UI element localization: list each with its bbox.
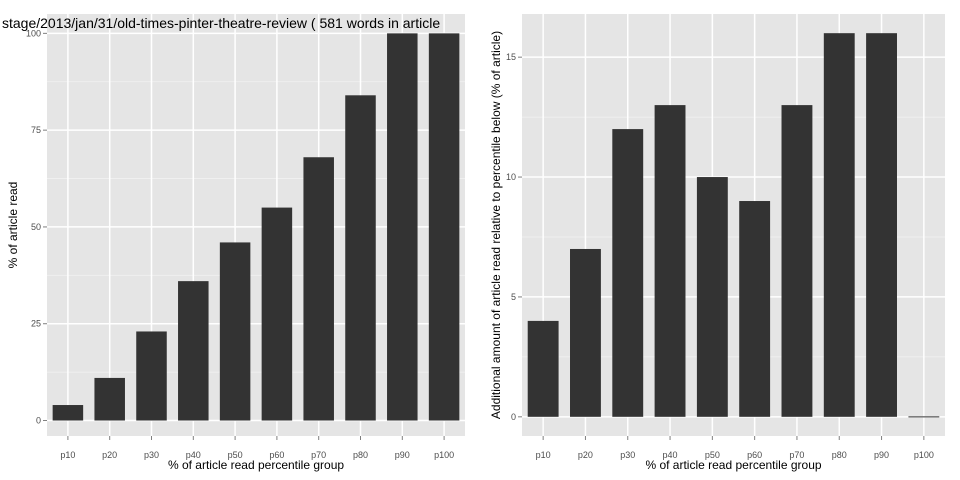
bar-p60: [739, 201, 771, 417]
x-tick-label: p90: [874, 450, 889, 460]
x-tick-label: p80: [353, 450, 368, 460]
bar-p30: [612, 129, 644, 417]
bar-p30: [136, 331, 167, 421]
x-tick-label: p30: [620, 450, 635, 460]
y-tick-label: 5: [511, 292, 516, 302]
x-tick-label: p40: [663, 450, 678, 460]
x-tick-label: p60: [747, 450, 762, 460]
bar-p100: [428, 33, 460, 421]
chart-additional-read: 0 5 10 15 p10 p20 p30 p40 p50 p60 p70 p80 p90 p100 %…: [489, 14, 945, 472]
x-tick-label: p20: [578, 450, 593, 460]
x-tick-label: p50: [228, 450, 243, 460]
x-tick-label: p40: [186, 450, 201, 460]
x-tick-label: p90: [395, 450, 410, 460]
x-tick-label: p100: [914, 450, 934, 460]
x-tick-label: p10: [536, 450, 551, 460]
bar-p70: [781, 105, 813, 417]
x-tick-label: p70: [311, 450, 326, 460]
y-axis-title: Additional amount of article read relati…: [489, 31, 503, 419]
bar-p80: [823, 33, 855, 417]
bar-p70: [303, 157, 334, 421]
y-tick-label: 75: [31, 125, 41, 135]
x-axis-title: % of article read percentile group: [168, 458, 344, 472]
y-tick-label: 100: [26, 28, 41, 38]
bar-p50: [696, 177, 728, 417]
bar-p40: [178, 281, 209, 421]
y-axis-ticks: 0 25 50 75 100: [26, 28, 47, 426]
x-tick-label: p70: [789, 450, 804, 460]
chart-title: stage/2013/jan/31/old-times-pinter-theat…: [2, 15, 440, 31]
y-axis-title: % of article read: [6, 182, 20, 269]
bar-p60: [261, 207, 293, 421]
bar-p40: [654, 105, 686, 417]
x-axis-title: % of article read percentile group: [645, 458, 821, 472]
y-tick-label: 15: [506, 52, 516, 62]
x-tick-label: p30: [144, 450, 159, 460]
x-axis-ticks: p10 p20 p30 p40 p50 p60 p70 p80 p90 p100: [536, 436, 934, 460]
x-tick-label: p50: [705, 450, 720, 460]
x-tick-label: p80: [832, 450, 847, 460]
bar-p10: [52, 405, 84, 421]
x-tick-label: p60: [269, 450, 284, 460]
x-tick-label: p100: [434, 450, 454, 460]
y-tick-label: 10: [506, 172, 516, 182]
x-tick-label: p10: [60, 450, 75, 460]
bar-p50: [219, 242, 251, 421]
bars: [527, 33, 940, 418]
bar-p20: [570, 248, 601, 417]
y-tick-label: 50: [31, 222, 41, 232]
bar-p10: [527, 320, 559, 417]
bar-p80: [345, 95, 376, 421]
y-tick-label: 0: [36, 416, 41, 426]
bar-p20: [94, 377, 125, 421]
x-tick-label: p20: [102, 450, 117, 460]
y-tick-label: 25: [31, 319, 41, 329]
y-tick-label: 0: [511, 412, 516, 422]
y-axis-ticks: 0 5 10 15: [506, 52, 522, 422]
x-axis-ticks: p10 p20 p30 p40 p50 p60 p70 p80 p90 p100: [60, 436, 454, 460]
bars: [52, 33, 460, 421]
bar-p90: [387, 33, 418, 421]
bar-p90: [866, 33, 897, 417]
